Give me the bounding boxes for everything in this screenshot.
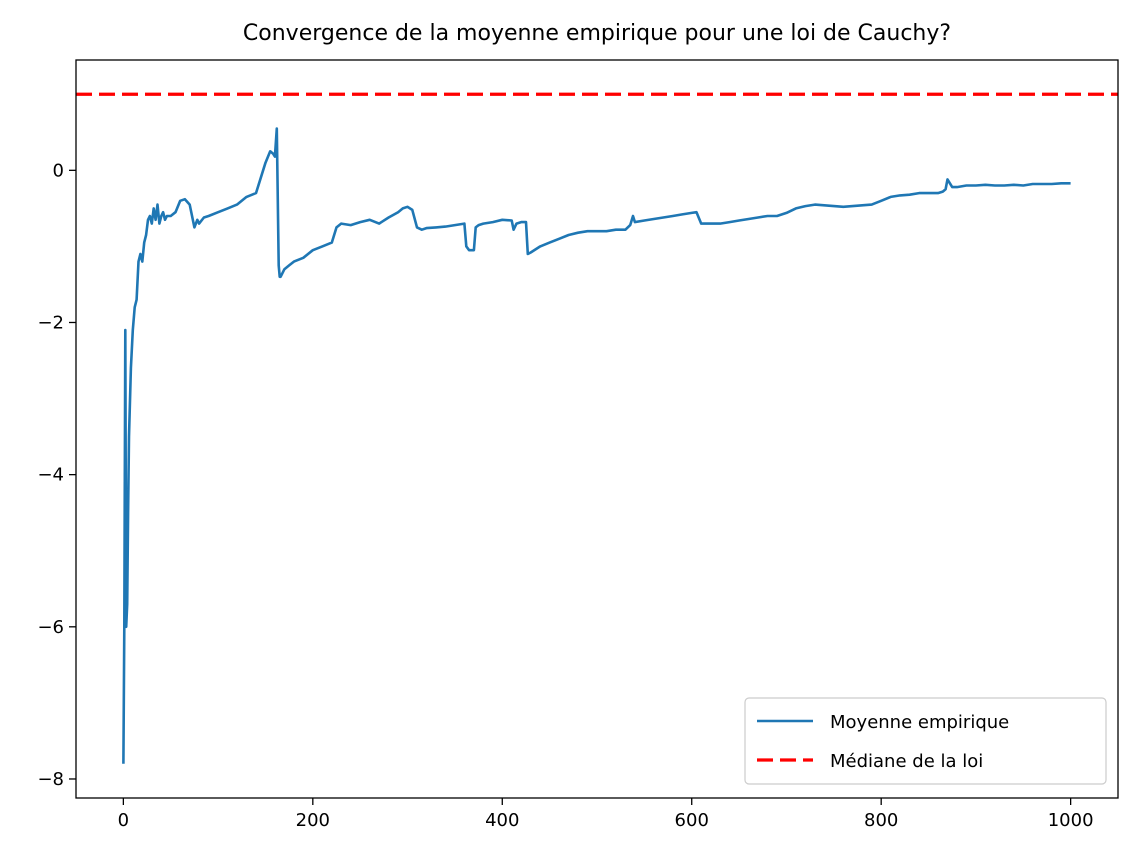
y-axis: 0 −2 −4 −6 −8	[37, 160, 76, 790]
chart-title: Convergence de la moyenne empirique pour…	[243, 21, 951, 46]
x-tick-label: 0	[118, 810, 129, 831]
legend: Moyenne empirique Médiane de la loi	[744, 697, 1107, 785]
plot-area	[76, 60, 1118, 798]
plot-frame	[75, 59, 1119, 799]
x-axis: 0 200 400 600 800 1000	[118, 798, 1094, 831]
x-tick-label: 800	[864, 810, 898, 831]
x-tick-label: 200	[296, 810, 330, 831]
y-tick-label: −4	[37, 465, 64, 486]
empirical-mean-line	[122, 127, 1071, 764]
y-tick-label: 0	[53, 160, 64, 181]
legend-label-median: Médiane de la loi	[830, 751, 983, 772]
x-tick-label: 1000	[1048, 810, 1094, 831]
x-tick-label: 600	[675, 810, 709, 831]
y-tick-label: −2	[37, 312, 64, 333]
y-tick-label: −8	[37, 769, 64, 790]
legend-label-mean: Moyenne empirique	[830, 712, 1009, 733]
legend-box	[744, 697, 1107, 785]
x-tick-label: 400	[485, 810, 519, 831]
y-tick-label: −6	[37, 617, 64, 638]
